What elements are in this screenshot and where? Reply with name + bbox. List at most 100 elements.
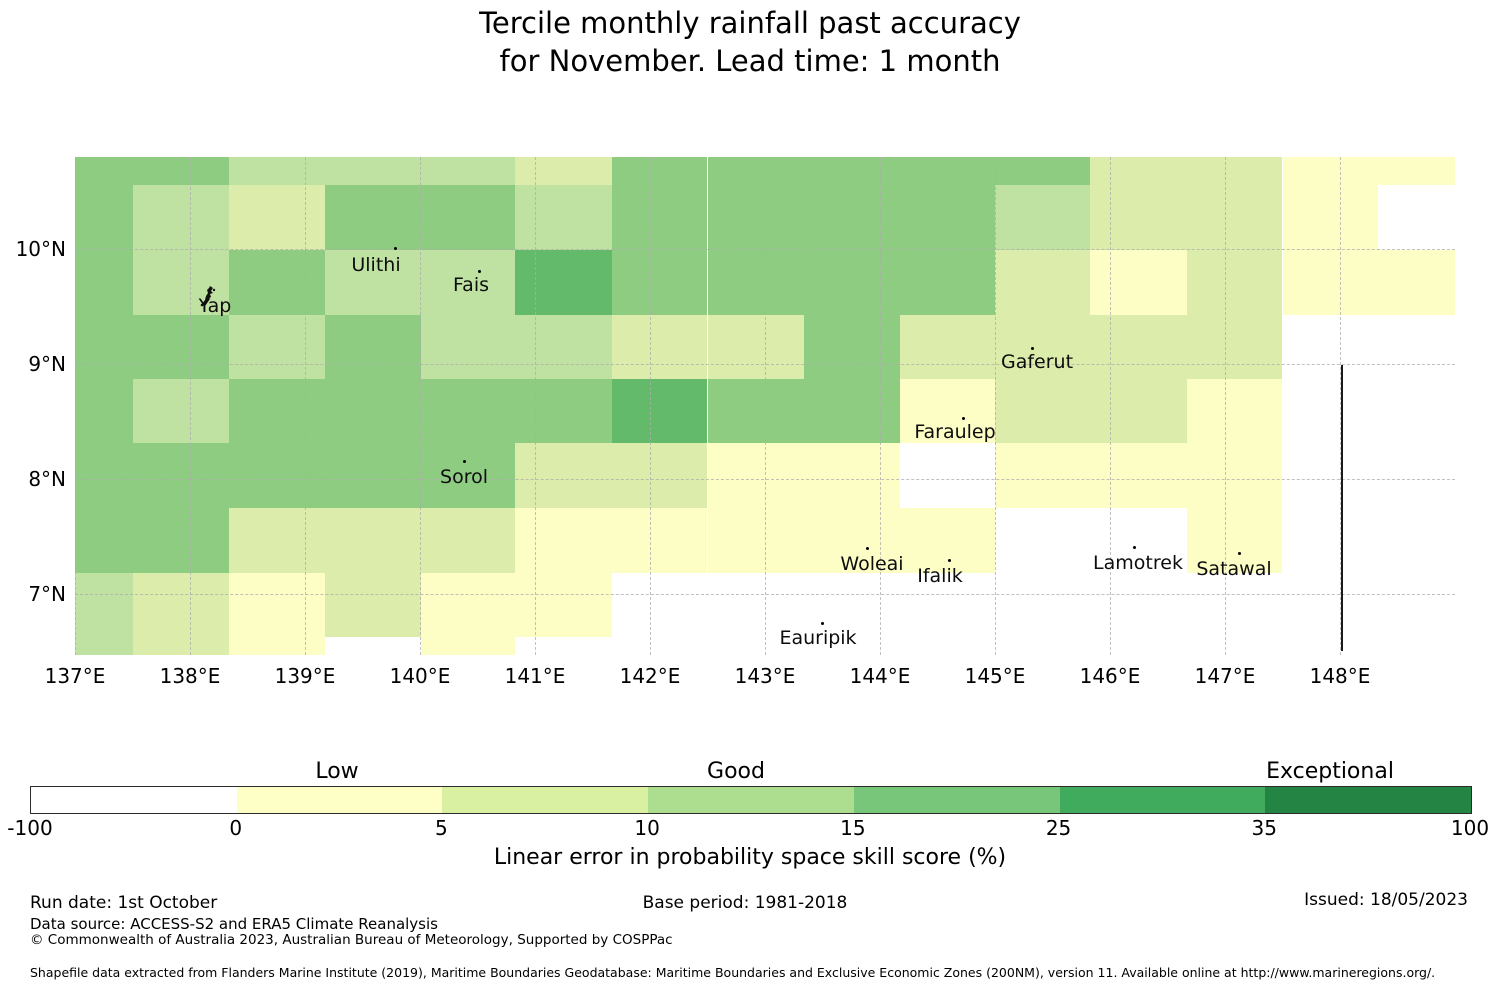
chart-title-line1: Tercile monthly rainfall past accuracy bbox=[479, 6, 1021, 40]
colorbar-tick-label: 15 bbox=[840, 816, 866, 840]
heatmap-cell bbox=[515, 443, 613, 508]
y-tick-label: 10°N bbox=[15, 237, 66, 261]
run-date-text: Run date: 1st October bbox=[30, 893, 218, 913]
heatmap-cell bbox=[1377, 250, 1455, 315]
heatmap-cell bbox=[421, 573, 516, 637]
island-label: Yap bbox=[198, 295, 232, 317]
x-tick-label: 142°E bbox=[619, 664, 681, 688]
chart-title: Tercile monthly rainfall past accuracy f… bbox=[0, 4, 1500, 80]
heatmap-cell bbox=[229, 250, 325, 315]
island-marker-dot bbox=[948, 559, 951, 562]
island-marker-dot bbox=[821, 622, 824, 625]
heatmap-cell bbox=[899, 378, 995, 444]
gridline-vertical bbox=[190, 157, 191, 655]
colorbar-segment bbox=[1059, 787, 1266, 813]
chart-title-line2: for November. Lead time: 1 month bbox=[499, 44, 1001, 78]
colorbar-segment bbox=[236, 787, 443, 813]
colorbar-tick-label: 0 bbox=[229, 816, 243, 840]
gridline-horizontal bbox=[75, 364, 1455, 366]
heatmap-cell bbox=[229, 443, 325, 508]
heatmap-cell bbox=[229, 314, 325, 379]
heatmap-cell bbox=[804, 250, 900, 315]
heatmap-cell bbox=[899, 184, 995, 251]
colorbar-tick-label: 35 bbox=[1251, 816, 1278, 840]
island-label: Sorol bbox=[440, 466, 488, 488]
heatmap-cell bbox=[1090, 250, 1188, 315]
data-source-text: Data source: ACCESS-S2 and ERA5 Climate … bbox=[30, 915, 438, 933]
island-marker-dot bbox=[1238, 552, 1241, 555]
x-tick-label: 140°E bbox=[389, 664, 451, 688]
heatmap-cell bbox=[707, 443, 805, 508]
eez-boundary-line bbox=[1341, 365, 1343, 651]
heatmap-cell bbox=[421, 378, 516, 444]
heatmap-cell bbox=[1090, 184, 1188, 251]
colorbar-segment bbox=[442, 787, 649, 813]
island-marker-dot bbox=[463, 460, 466, 463]
heatmap-cell bbox=[995, 157, 1091, 185]
heatmap-cell bbox=[1187, 250, 1283, 315]
heatmap-cell bbox=[1187, 157, 1283, 185]
gridline-horizontal bbox=[75, 594, 1455, 596]
colorbar-category-label: Exceptional bbox=[1266, 759, 1394, 784]
gridline-vertical bbox=[535, 157, 536, 655]
heatmap-cell bbox=[75, 636, 133, 655]
x-tick-label: 148°E bbox=[1309, 664, 1371, 688]
heatmap-cell bbox=[612, 184, 708, 251]
x-tick-label: 141°E bbox=[504, 664, 566, 688]
heatmap-cell bbox=[804, 157, 900, 185]
colorbar-segment bbox=[853, 787, 1060, 813]
gridline-vertical bbox=[420, 157, 421, 655]
heatmap-cell bbox=[421, 507, 516, 574]
gridline-vertical bbox=[995, 157, 996, 655]
heatmap-cell bbox=[804, 314, 900, 379]
colorbar-segment bbox=[31, 787, 237, 813]
x-tick-label: 145°E bbox=[964, 664, 1026, 688]
island-marker-dot bbox=[1133, 546, 1136, 549]
x-tick-label: 138°E bbox=[159, 664, 221, 688]
heatmap-cell bbox=[132, 157, 230, 185]
island-label: Fais bbox=[452, 274, 490, 296]
island-marker-dot bbox=[478, 270, 481, 273]
heatmap-cell bbox=[1187, 443, 1283, 508]
heatmap-cell bbox=[1282, 250, 1378, 315]
heatmap-cell bbox=[324, 443, 422, 508]
heatmap-cell bbox=[421, 443, 516, 508]
heatmap-cell bbox=[132, 314, 230, 379]
island-label: Eauripik bbox=[779, 627, 857, 649]
heatmap-cell bbox=[75, 573, 133, 637]
gridline-vertical bbox=[765, 157, 766, 655]
heatmap-cell bbox=[75, 157, 133, 185]
colorbar-segment bbox=[1265, 787, 1472, 813]
island-label: Gaferut bbox=[1000, 351, 1074, 373]
heatmap-cell bbox=[132, 636, 230, 655]
heatmap-cell bbox=[229, 378, 325, 444]
x-tick-label: 146°E bbox=[1079, 664, 1141, 688]
gridline-horizontal bbox=[75, 249, 1455, 250]
heatmap-cell bbox=[804, 507, 900, 574]
heatmap-cell bbox=[132, 507, 230, 574]
heatmap-cell bbox=[75, 250, 133, 315]
heatmap-cell bbox=[75, 184, 133, 251]
heatmap-cell bbox=[229, 184, 325, 251]
gridline-vertical bbox=[1340, 157, 1341, 655]
y-tick-label: 7°N bbox=[28, 582, 66, 607]
heatmap-cell bbox=[1187, 314, 1283, 379]
heatmap-cell bbox=[132, 443, 230, 508]
heatmap-cell bbox=[515, 573, 613, 637]
heatmap-cell bbox=[324, 157, 422, 185]
heatmap-cell bbox=[899, 250, 995, 315]
gridline-vertical bbox=[75, 157, 76, 655]
colorbar-axis-label: Linear error in probability space skill … bbox=[493, 845, 1007, 870]
heatmap-cell bbox=[995, 314, 1091, 379]
heatmap-cell bbox=[421, 314, 516, 379]
heatmap-cell bbox=[995, 378, 1091, 444]
island-marker-dot bbox=[1031, 347, 1034, 350]
heatmap-cell bbox=[612, 443, 708, 508]
heatmap-cell bbox=[707, 507, 805, 574]
heatmap-cell bbox=[324, 184, 422, 251]
heatmap-cell bbox=[132, 184, 230, 251]
heatmap-cell bbox=[612, 314, 708, 379]
heatmap-cell bbox=[804, 378, 900, 444]
heatmap-cell bbox=[1282, 157, 1378, 185]
y-tick-label: 8°N bbox=[28, 467, 66, 492]
